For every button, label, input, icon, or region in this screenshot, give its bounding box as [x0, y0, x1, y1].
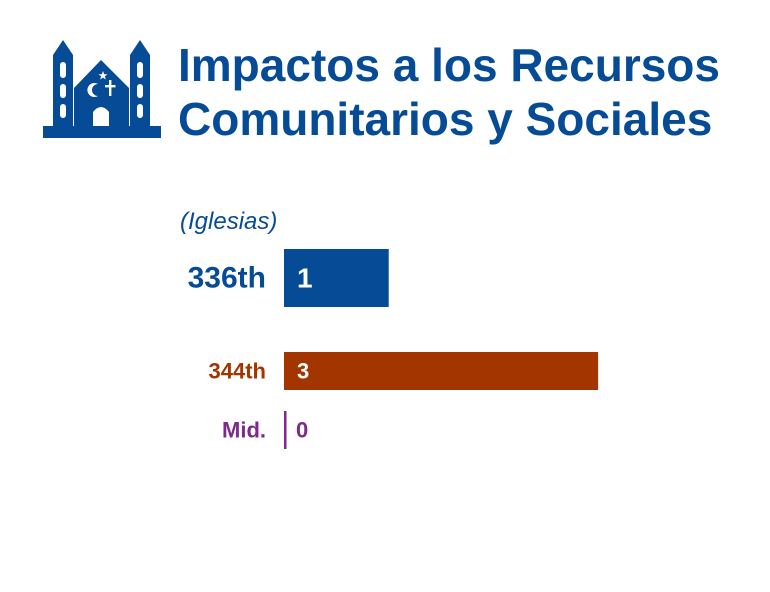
bar-336th	[284, 249, 389, 307]
category-label-mid: Mid.	[222, 418, 266, 443]
bar-chart: 336th 1 344th 3 Mid. 0	[188, 249, 599, 449]
chart-title: Impactos a los Recursos Comunitarios y S…	[178, 39, 720, 145]
category-label-336th: 336th	[188, 262, 266, 295]
category-label-344th: 344th	[209, 359, 266, 384]
bar-344th	[284, 352, 599, 390]
church-icon	[43, 40, 161, 138]
data-label-mid: 0	[296, 418, 308, 443]
data-label-336th: 1	[297, 263, 313, 294]
chart-subtitle: (Iglesias)	[180, 208, 278, 235]
bar-mid	[284, 411, 287, 449]
data-label-344th: 3	[297, 359, 309, 384]
